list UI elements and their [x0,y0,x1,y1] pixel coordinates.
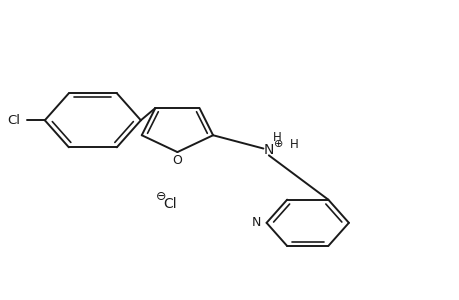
Text: ⊖: ⊖ [156,190,166,203]
Text: N: N [251,216,261,229]
Text: H: H [289,138,298,151]
Text: O: O [172,154,182,167]
Text: ⊕: ⊕ [274,139,283,149]
Text: Cl: Cl [7,114,20,127]
Text: H: H [272,131,281,144]
Text: N: N [263,143,274,157]
Text: Cl: Cl [163,196,177,211]
